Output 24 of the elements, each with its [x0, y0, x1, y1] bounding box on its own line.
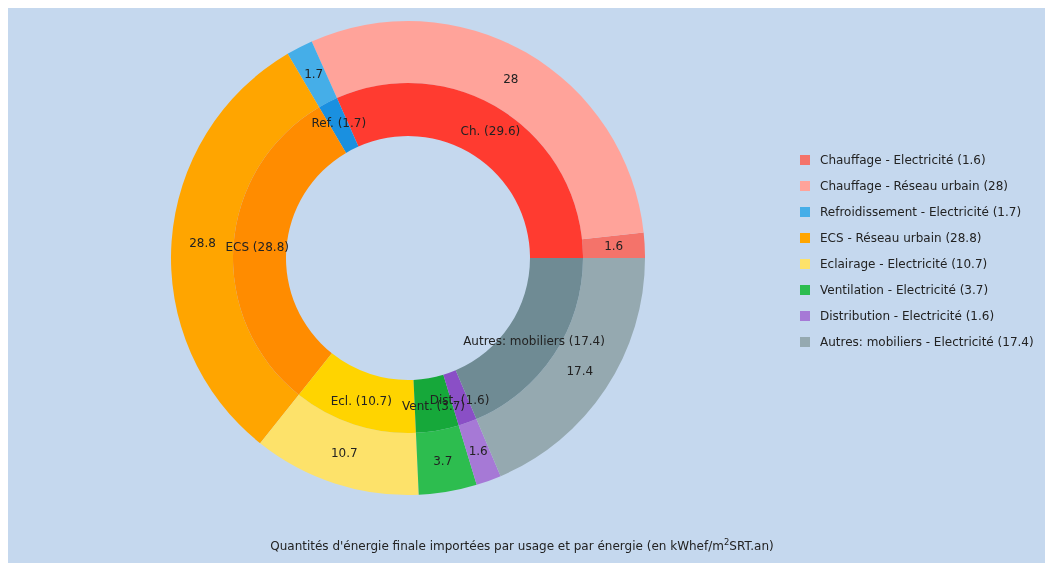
- donut-slice: [458, 419, 501, 485]
- slice-label: Ch. (29.6): [460, 123, 521, 138]
- data-label: 3.7: [433, 453, 453, 468]
- legend-label: Chauffage - Réseau urbain (28): [820, 178, 1009, 193]
- donut-slice: [581, 232, 645, 258]
- legend-label: Refroidissement - Electricité (1.7): [820, 204, 1022, 219]
- slice-label: Autres: mobiliers (17.4): [463, 333, 605, 348]
- legend-label: Autres: mobiliers - Electricité (17.4): [820, 334, 1034, 349]
- donut-slice: [336, 83, 583, 258]
- legend-label: Distribution - Electricité (1.6): [820, 308, 995, 323]
- data-label: 28.8: [189, 235, 216, 250]
- data-label: 1.6: [468, 444, 488, 459]
- text: Quantités d'énergie finale importées par usage et par énergie (en kWhef/m$^{2}$SRT.an): [270, 537, 774, 553]
- data-label: 17.4: [566, 364, 594, 379]
- data-label: 1.6: [604, 239, 624, 254]
- data-label: 1.7: [304, 67, 324, 82]
- legend-label: Ventilation - Electricité (3.7): [820, 282, 989, 297]
- legend-label: Eclairage - Electricité (10.7): [820, 256, 988, 271]
- data-label: 10.7: [330, 446, 358, 461]
- legend-label: ECS - Réseau urbain (28.8): [820, 230, 982, 245]
- data-label: 28: [503, 71, 519, 86]
- slice-label: Ecl. (10.7): [330, 394, 392, 409]
- legend-label: Chauffage - Electricité (1.6): [820, 152, 986, 167]
- donut-slice: [287, 41, 337, 108]
